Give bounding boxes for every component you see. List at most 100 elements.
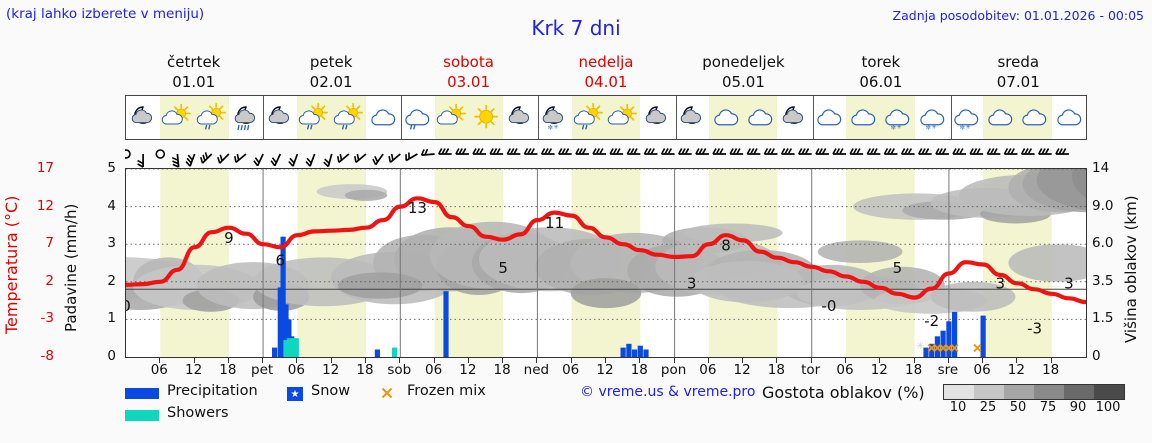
day-header-row: četrtek 01.01 petek 02.01 sobota 03.01 nedelja… <box>125 52 1087 92</box>
precipitation-tick-3: 2 <box>107 272 116 289</box>
location-hint: (kraj lahko izberete v meniju) <box>6 6 205 22</box>
time-label: 12 <box>459 362 477 378</box>
time-label: 06 <box>699 362 717 378</box>
density-step-1 <box>974 385 1004 399</box>
showers-swatch <box>125 410 159 421</box>
time-tick <box>1016 358 1018 363</box>
time-tick <box>570 358 572 363</box>
temperature-axis-title: Temperatura (°C) <box>2 195 21 335</box>
time-label: 06 <box>425 362 443 378</box>
precipitation-tick-1: 4 <box>107 197 116 214</box>
cloud-height-tick-1: 9.0 <box>1092 197 1114 214</box>
cloud-icon <box>846 96 881 139</box>
svg-text:★: ★ <box>291 389 300 400</box>
time-label: 18 <box>219 362 237 378</box>
precipitation-swatch <box>125 388 159 399</box>
svg-text:✼: ✼ <box>960 124 965 132</box>
svg-text:✳: ✳ <box>897 123 903 131</box>
cloud-icon <box>812 96 846 139</box>
time-label: 18 <box>905 362 923 378</box>
time-tick <box>913 358 915 363</box>
time-tick <box>742 358 744 363</box>
svg-text:8: 8 <box>721 237 731 255</box>
time-tick <box>502 358 504 363</box>
time-tick <box>879 358 881 363</box>
moon-cloud-icon <box>503 96 537 139</box>
time-tick <box>365 358 366 363</box>
time-tick <box>810 358 812 363</box>
time-label: 12 <box>870 362 888 378</box>
sun-cloud-icon <box>606 96 641 139</box>
snow-legend-label: Snow <box>311 383 351 399</box>
moon-cloud-rain-icon <box>229 96 263 139</box>
cloud-snow-icon: ✼ ✳ <box>915 96 949 139</box>
wind-barb-strip <box>121 140 1087 168</box>
time-tick <box>1050 358 1052 363</box>
day-date: 05.01 <box>721 73 765 91</box>
precipitation-axis-title: Padavine (mm/h) <box>62 203 80 332</box>
day-date: 03.01 <box>447 73 491 91</box>
density-scale-50: 50 <box>1009 400 1027 415</box>
svg-text:✼: ✼ <box>891 124 896 132</box>
time-label: sob <box>387 362 412 378</box>
svg-text:5: 5 <box>498 259 508 277</box>
density-step-3 <box>1034 385 1064 399</box>
day-header-6: torek 06.01 <box>812 52 949 92</box>
sun-cloud-drizzle-icon <box>331 96 366 139</box>
time-tick <box>193 358 195 363</box>
wind-barb-svg <box>121 148 1069 168</box>
svg-text:5: 5 <box>893 259 903 277</box>
time-label: pon <box>660 362 687 378</box>
precipitation-tick-2: 3 <box>107 235 116 252</box>
time-tick <box>707 358 709 363</box>
meteogram-plot: 0 9 6 13 5 11 3 8 -0 5 -2 3 -3 3 ✳ <box>125 168 1087 358</box>
precipitation-tick-5: 0 <box>107 348 116 364</box>
time-label: 12 <box>322 362 340 378</box>
density-step-0 <box>944 385 974 399</box>
moon-cloud-snow-icon: ✼ ✳ <box>537 96 571 139</box>
cloud-icon <box>708 96 744 139</box>
moon-cloud-icon <box>263 96 297 139</box>
cloud-snow-icon: ✼ ✳ <box>949 96 983 139</box>
last-update: Zadnja posodobitev: 01.01.2026 - 00:05 <box>892 8 1144 23</box>
sun-cloud-drizzle-icon <box>571 96 606 139</box>
day-name: ponedeljek <box>702 53 785 71</box>
cloud-density-legend-label: Gostota oblakov (%) <box>762 383 925 402</box>
day-header-2: petek 02.01 <box>262 52 399 92</box>
cloud-drizzle-icon <box>400 96 434 139</box>
svg-text:✳: ✳ <box>554 123 560 131</box>
meteogram-svg: 0 9 6 13 5 11 3 8 -0 5 -2 3 -3 3 ✳ <box>126 169 1086 357</box>
time-label: ned <box>523 362 550 378</box>
svg-text:9: 9 <box>224 229 234 247</box>
time-tick <box>947 358 949 363</box>
time-tick <box>639 358 641 363</box>
time-label: 06 <box>150 362 168 378</box>
cloud-icon <box>1052 96 1086 139</box>
time-tick <box>433 358 435 363</box>
svg-text:✳: ✳ <box>965 123 971 131</box>
cloud-icon <box>366 96 400 139</box>
time-tick <box>262 358 264 363</box>
day-header-4: nedelja 04.01 <box>537 52 674 92</box>
svg-text:11: 11 <box>545 214 564 232</box>
density-step-4 <box>1064 385 1094 399</box>
density-scale-90: 90 <box>1069 400 1087 415</box>
temperature-tick-0: 17 <box>36 160 54 176</box>
density-step-5 <box>1094 385 1124 399</box>
svg-text:-0: -0 <box>821 297 836 315</box>
day-name: torek <box>861 53 901 71</box>
day-header-5: ponedeljek 05.01 <box>675 52 812 92</box>
day-date: 01.01 <box>172 73 216 91</box>
time-label: 18 <box>493 362 511 378</box>
density-scale-25: 25 <box>979 400 997 415</box>
page-title: Krk 7 dni <box>531 16 621 40</box>
time-tick <box>605 358 606 363</box>
time-tick <box>159 358 161 363</box>
moon-cloud-icon <box>675 96 709 139</box>
time-tick <box>330 358 332 363</box>
temperature-tick-1: 12 <box>36 197 54 214</box>
credit-link[interactable]: © vreme.us & vreme.pro <box>580 384 756 400</box>
day-separator <box>675 96 677 139</box>
day-date: 07.01 <box>996 73 1040 91</box>
time-label: tor <box>801 362 821 378</box>
